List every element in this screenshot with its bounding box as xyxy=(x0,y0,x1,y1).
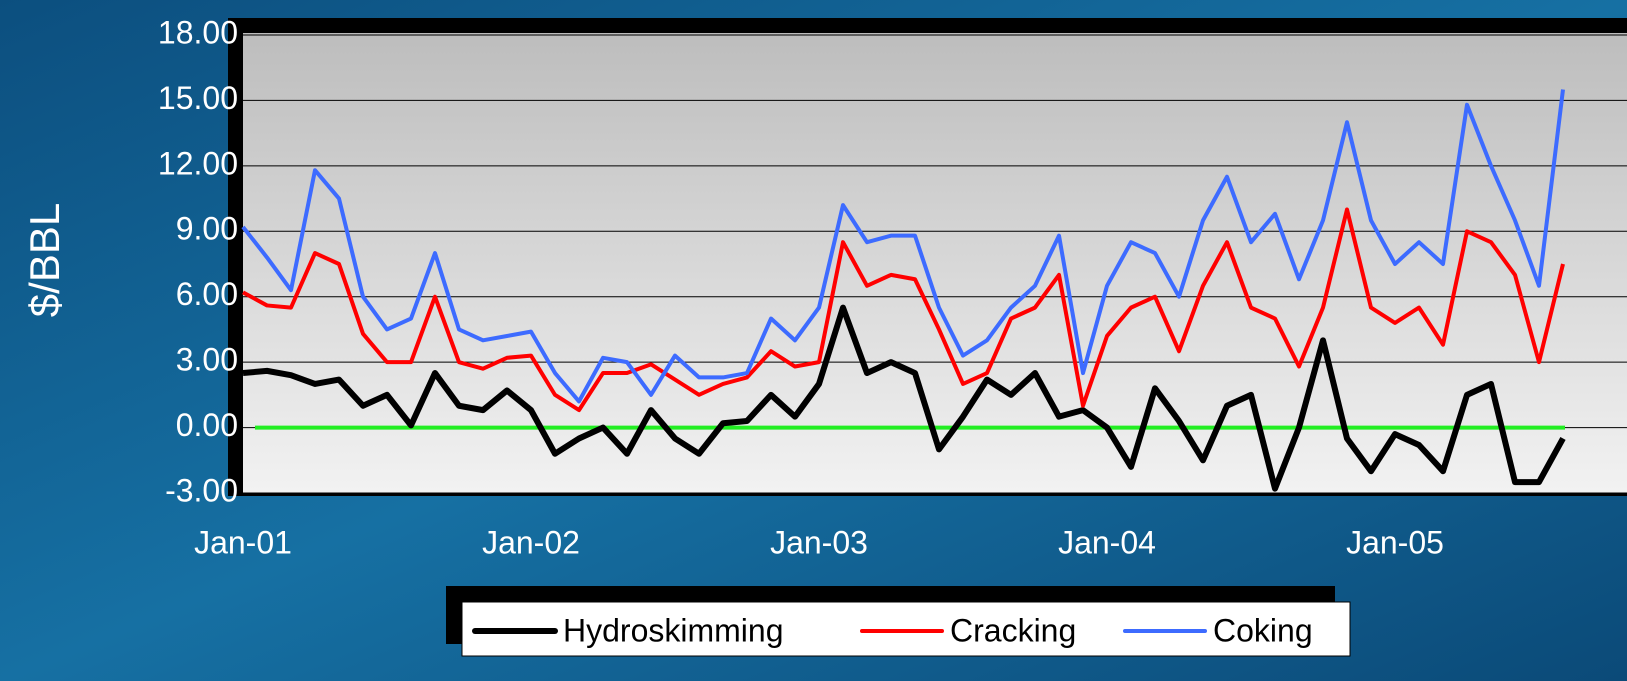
y-tick-label: 12.00 xyxy=(158,145,238,181)
x-tick-label: Jan-01 xyxy=(194,524,292,560)
legend-label: Coking xyxy=(1213,612,1313,648)
y-tick-label: 15.00 xyxy=(158,80,238,116)
y-tick-label: -3.00 xyxy=(165,472,238,508)
series-line xyxy=(242,304,1566,492)
x-tick-label: Jan-02 xyxy=(482,524,580,560)
y-tick-label: 6.00 xyxy=(176,276,238,312)
x-tick-label: Jan-04 xyxy=(1058,524,1156,560)
y-tick-label: 9.00 xyxy=(176,211,238,247)
plot-area xyxy=(243,33,1627,493)
legend: Hydroskimming Cracking Coking xyxy=(446,586,1351,657)
series-line xyxy=(241,89,1565,404)
legend-label: Cracking xyxy=(950,612,1076,648)
x-tick-label: Jan-05 xyxy=(1346,524,1444,560)
y-tick-label: 3.00 xyxy=(176,342,238,378)
series-line xyxy=(242,207,1565,413)
y-tick-label: 18.00 xyxy=(158,14,238,50)
x-tick-label: Jan-03 xyxy=(770,524,868,560)
y-axis-label: $/BBL xyxy=(21,203,68,317)
legend-label: Hydroskimming xyxy=(563,612,783,648)
y-tick-label: 0.00 xyxy=(176,407,238,443)
